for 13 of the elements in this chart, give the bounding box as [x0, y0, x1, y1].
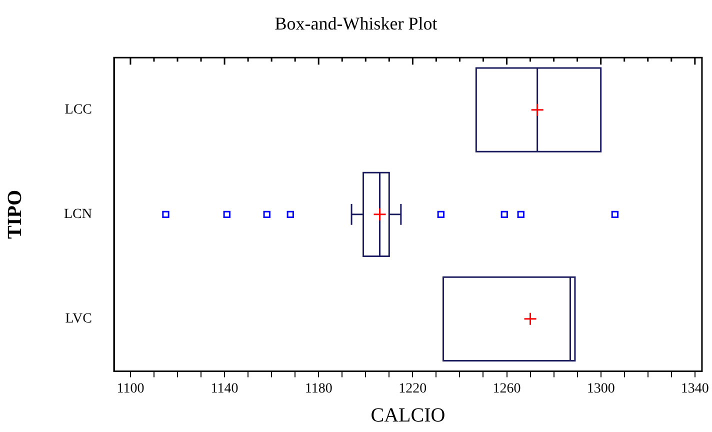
y-tick-label: LVC [65, 312, 92, 327]
x-tick-label: 1220 [398, 381, 427, 396]
x-tick-label: 1300 [586, 381, 615, 396]
x-axis-title: CALCIO [370, 404, 446, 426]
y-tick-label: LCN [64, 207, 92, 222]
chart-title: Box-and-Whisker Plot [274, 14, 438, 34]
x-tick-label: 1140 [210, 381, 238, 396]
x-tick-label: 1340 [680, 381, 709, 396]
x-tick-label: 1180 [304, 381, 332, 396]
x-tick-label: 1260 [492, 381, 521, 396]
x-tick-label: 1100 [116, 381, 144, 396]
y-axis-title: TIPO [4, 190, 26, 239]
y-tick-label: LCC [64, 102, 92, 118]
